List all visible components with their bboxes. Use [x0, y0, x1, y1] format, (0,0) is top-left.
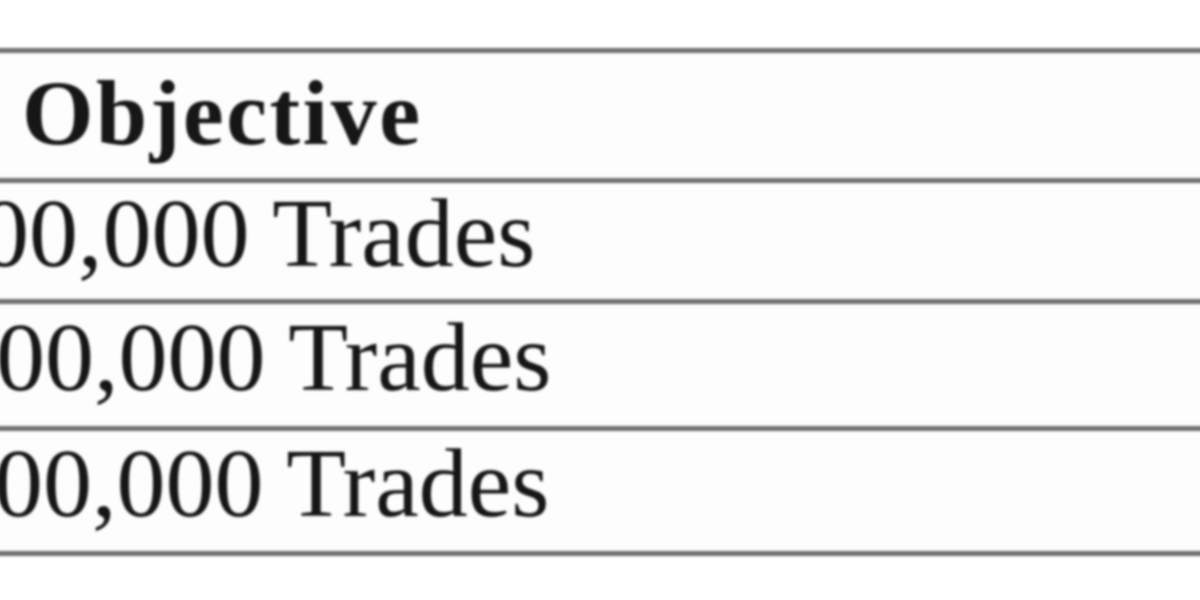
cell-objective: 00,000 Trades — [0, 430, 550, 538]
table-header-row: Objective — [0, 53, 1200, 183]
table-row: 00,000 Trades — [0, 180, 1200, 304]
header-cell-objective: Objective — [22, 61, 423, 164]
objectives-table: Objective 00,000 Trades 00,000 Trades 00… — [0, 48, 1200, 556]
table-row: 00,000 Trades — [0, 304, 1200, 431]
table-row: 00,000 Trades — [0, 430, 1200, 551]
cell-objective: 00,000 Trades — [0, 180, 536, 288]
cell-objective: 00,000 Trades — [0, 304, 552, 412]
